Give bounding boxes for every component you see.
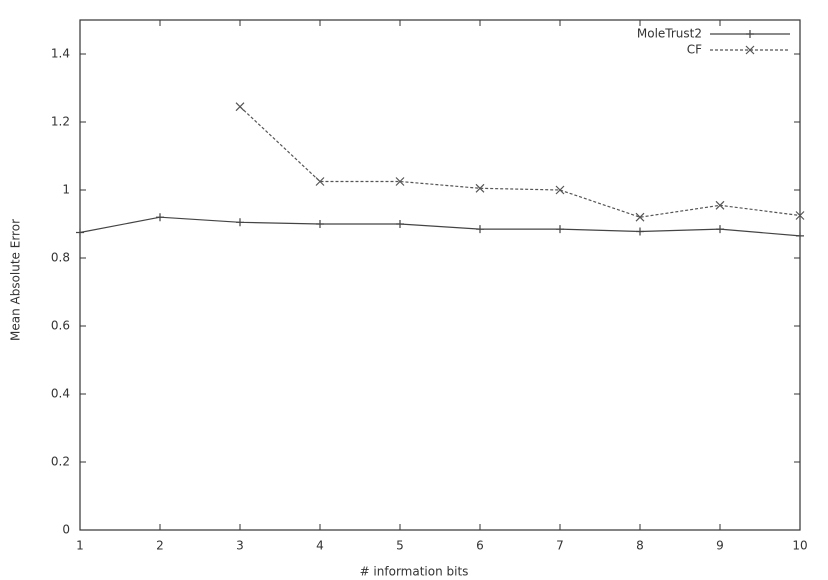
x-tick-label: 7: [556, 539, 564, 553]
y-tick-label: 1.2: [51, 115, 70, 129]
data-point: [716, 225, 724, 234]
data-point: [156, 213, 164, 222]
data-point: [555, 185, 565, 195]
legend-marker: [745, 45, 755, 55]
y-tick-label: 0.2: [51, 455, 70, 469]
data-point: [76, 228, 84, 237]
y-axis-label: Mean Absolute Error: [9, 219, 23, 341]
plot-frame: [79, 19, 801, 531]
x-tick-label: 10: [792, 539, 807, 553]
data-point: [795, 211, 805, 220]
data-point: [796, 231, 804, 240]
legend-marker: [746, 30, 754, 38]
data-point: [316, 220, 324, 228]
legend-label: CF: [687, 43, 702, 57]
y-tick-label: 0: [62, 523, 70, 537]
x-tick-label: 9: [716, 539, 724, 553]
x-tick-label: 3: [236, 539, 244, 553]
x-tick-label: 5: [396, 539, 404, 553]
y-tick-label: 0.4: [51, 387, 70, 401]
y-tick-label: 0.8: [51, 251, 70, 265]
data-point: [315, 177, 325, 186]
data-point: [236, 218, 244, 227]
series-line: [79, 216, 801, 237]
data-point: [475, 183, 485, 193]
x-tick-label: 1: [76, 539, 84, 553]
data-point: [715, 200, 725, 210]
data-point: [396, 220, 404, 228]
y-tick-label: 1.4: [51, 47, 70, 61]
y-tick-label: 0.6: [51, 319, 70, 333]
series-line: [239, 106, 801, 218]
x-tick-label: 6: [476, 539, 484, 553]
legend-label: MoleTrust2: [637, 27, 702, 41]
data-point: [235, 102, 245, 112]
x-tick-label: 4: [316, 539, 324, 553]
x-axis-label: # information bits: [360, 565, 469, 579]
data-point: [395, 177, 405, 186]
data-point: [636, 227, 644, 236]
data-point: [476, 225, 484, 234]
y-tick-label: 1: [62, 183, 70, 197]
x-tick-label: 8: [636, 539, 644, 553]
data-point: [635, 212, 645, 222]
x-tick-label: 2: [156, 539, 164, 553]
data-point: [556, 225, 564, 234]
